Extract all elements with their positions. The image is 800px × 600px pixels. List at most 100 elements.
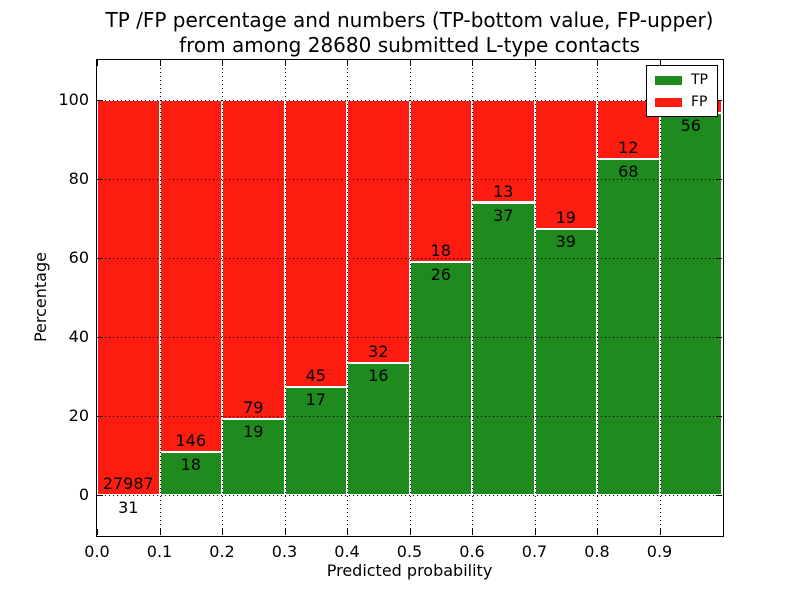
legend-label-fp: FP xyxy=(691,94,708,110)
tp-count-label: 26 xyxy=(430,264,451,284)
tp-bar-segment xyxy=(222,418,285,496)
x-tick-bottom xyxy=(222,529,223,535)
tp-count-label: 31 xyxy=(118,497,139,517)
y-tick-left xyxy=(97,257,103,259)
x-tick-top xyxy=(284,60,286,66)
x-tick-label: 0.0 xyxy=(84,542,110,561)
x-gridline xyxy=(472,60,473,535)
fp-bar-segment xyxy=(409,99,472,262)
tp-count-label: 16 xyxy=(368,366,389,386)
y-tick-right xyxy=(716,257,722,259)
fp-count-label: 18 xyxy=(430,240,451,260)
y-gridline xyxy=(97,337,722,339)
x-tick-top xyxy=(659,60,661,66)
x-tick-top xyxy=(347,60,348,66)
x-tick-label: 0.5 xyxy=(396,542,423,561)
tp-bar-segment xyxy=(347,363,410,496)
x-tick-bottom xyxy=(347,529,348,535)
x-gridline xyxy=(659,60,661,535)
y-tick-label: 100 xyxy=(58,89,89,109)
x-tick-label: 0.6 xyxy=(459,542,485,561)
y-tick-left xyxy=(97,337,103,339)
y-gridline xyxy=(97,99,722,101)
y-tick-left xyxy=(97,178,103,180)
x-tick-top xyxy=(97,60,98,66)
x-gridline xyxy=(284,60,286,535)
fp-count-label: 45 xyxy=(305,365,326,385)
chart-title-line2: from among 28680 submitted L-type contac… xyxy=(179,33,640,57)
x-tick-top xyxy=(472,60,473,66)
x-tick-label: 0.1 xyxy=(146,542,173,561)
y-tick-right xyxy=(716,416,722,418)
plot-area: 27987 31 146 18 79 19 45 17 32 16 18 26 13 37 19 39 12 68… xyxy=(96,59,724,537)
legend-swatch-fp-icon xyxy=(655,97,682,107)
x-tick-bottom xyxy=(409,529,411,535)
x-gridline xyxy=(159,60,161,535)
y-tick-label: 20 xyxy=(68,406,89,426)
tp-bar-segment xyxy=(409,261,472,496)
y-tick-label: 0 xyxy=(78,485,89,505)
x-tick-label: 0.3 xyxy=(271,542,298,561)
x-tick-bottom xyxy=(97,529,98,535)
y-gridline xyxy=(97,416,722,418)
x-tick-top xyxy=(159,60,161,66)
x-tick-top xyxy=(597,60,598,66)
y-gridline xyxy=(97,178,722,180)
y-tick-left xyxy=(97,495,103,497)
x-gridline xyxy=(409,60,411,535)
legend-item-tp: TP xyxy=(655,72,708,88)
y-tick-right xyxy=(716,178,722,180)
y-tick-right xyxy=(716,495,722,497)
fp-count-label: 146 xyxy=(175,430,207,450)
x-gridline xyxy=(534,60,536,535)
tp-count-label: 68 xyxy=(618,161,639,181)
fp-count-label: 79 xyxy=(243,397,264,417)
y-tick-label: 60 xyxy=(68,247,89,267)
tp-count-label: 39 xyxy=(555,232,576,252)
fp-count-label: 27987 xyxy=(102,473,154,493)
chart-title-line1: TP /FP percentage and numbers (TP-bottom… xyxy=(105,8,714,32)
x-gridline xyxy=(597,60,598,535)
x-gridline xyxy=(222,60,223,535)
legend-swatch-tp-icon xyxy=(655,75,682,85)
x-tick-label: 0.9 xyxy=(646,542,673,561)
bars-layer xyxy=(97,60,723,536)
tp-count-label: 18 xyxy=(180,454,201,474)
y-gridline xyxy=(97,495,722,497)
chart-title: TP /FP percentage and numbers (TP-bottom… xyxy=(97,8,722,58)
tp-count-label: 19 xyxy=(243,421,264,441)
tp-bar-segment xyxy=(534,229,597,496)
tp-count-label: 56 xyxy=(680,116,701,136)
y-tick-right xyxy=(716,337,722,339)
y-tick-left xyxy=(97,99,103,101)
legend-label-tp: TP xyxy=(691,72,708,88)
tp-bar-segment xyxy=(159,451,222,496)
x-tick-top xyxy=(222,60,223,66)
x-tick-bottom xyxy=(534,529,536,535)
legend: TP FP xyxy=(646,65,718,117)
tp-count-label: 17 xyxy=(305,389,326,409)
fp-count-label: 12 xyxy=(618,137,639,157)
fp-count-label: 13 xyxy=(493,181,514,201)
x-tick-top xyxy=(534,60,536,66)
x-tick-label: 0.7 xyxy=(521,542,548,561)
grid-layer xyxy=(97,60,723,536)
fp-count-label: 32 xyxy=(368,342,389,362)
legend-item-fp: FP xyxy=(655,94,708,110)
tp-count-label: 37 xyxy=(493,205,514,225)
fp-count-label: 19 xyxy=(555,208,576,228)
fp-bar-segment xyxy=(97,99,160,495)
x-tick-label: 0.2 xyxy=(209,542,235,561)
bar-labels-layer: 27987 31 146 18 79 19 45 17 32 16 18 26 13 37 19 39 12 68… xyxy=(97,60,723,536)
y-tick-left xyxy=(97,416,103,418)
tp-bar-segment xyxy=(472,202,535,496)
x-tick-label: 0.4 xyxy=(334,542,360,561)
x-gridline xyxy=(347,60,348,535)
x-tick-bottom xyxy=(597,529,598,535)
y-tick-label: 80 xyxy=(68,168,89,188)
x-axis-label: Predicted probability xyxy=(326,561,493,580)
x-tick-top xyxy=(409,60,411,66)
y-tick-right xyxy=(716,99,722,101)
x-tick-bottom xyxy=(472,529,473,535)
